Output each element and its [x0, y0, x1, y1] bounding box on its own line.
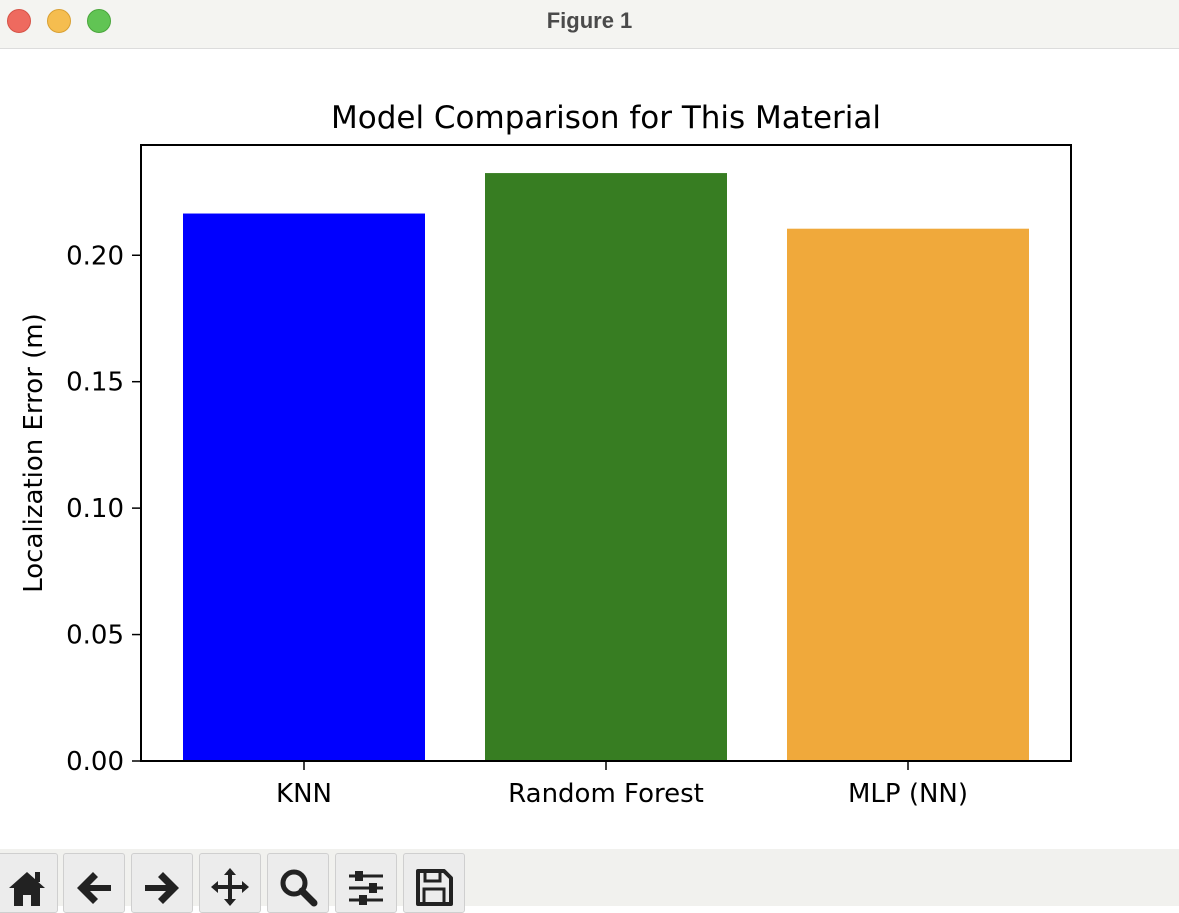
forward-arrow-icon: [145, 872, 179, 904]
window-titlebar: Figure 1: [0, 0, 1179, 49]
pan-move-icon: [211, 868, 249, 906]
x-tick-label-0: KNN: [276, 779, 332, 809]
zoom-button[interactable]: [267, 853, 329, 913]
save-floppy-icon: [416, 869, 453, 906]
chart-canvas: Model Comparison for This Material KNN Ran…: [19, 100, 1072, 809]
bar-2: [787, 228, 1029, 761]
plot-frame: [140, 144, 1072, 762]
bar-0: [183, 213, 425, 761]
window-title: Figure 1: [546, 8, 633, 33]
y-tick-label-2: 0.10: [66, 494, 124, 524]
bar-1: [485, 173, 727, 761]
zoom-window-button[interactable]: [87, 9, 111, 33]
configure-subplots-icon: [349, 871, 383, 905]
zoom-magnifier-icon: [280, 869, 318, 907]
x-tick-label-2: MLP (NN): [848, 779, 968, 809]
y-tick-label-3: 0.15: [66, 368, 124, 398]
home-icon: [9, 872, 45, 906]
y-tick-label-1: 0.05: [66, 621, 124, 651]
back-button[interactable]: [63, 853, 125, 913]
y-tick-label-4: 0.20: [66, 241, 124, 271]
home-button[interactable]: [0, 853, 58, 913]
minimize-window-button[interactable]: [47, 9, 71, 33]
x-tick-label-1: Random Forest: [508, 779, 704, 809]
y-axis-label: Localization Error (m): [19, 313, 49, 593]
chart-title: Model Comparison for This Material: [331, 100, 881, 136]
configure-subplots-button[interactable]: [335, 853, 397, 913]
back-arrow-icon: [77, 872, 111, 904]
navigation-toolbar: [0, 849, 1179, 913]
y-tick-label-0: 0.00: [66, 747, 124, 777]
save-button[interactable]: [403, 853, 465, 913]
close-window-button[interactable]: [7, 9, 31, 33]
pan-button[interactable]: [199, 853, 261, 913]
forward-button[interactable]: [131, 853, 193, 913]
